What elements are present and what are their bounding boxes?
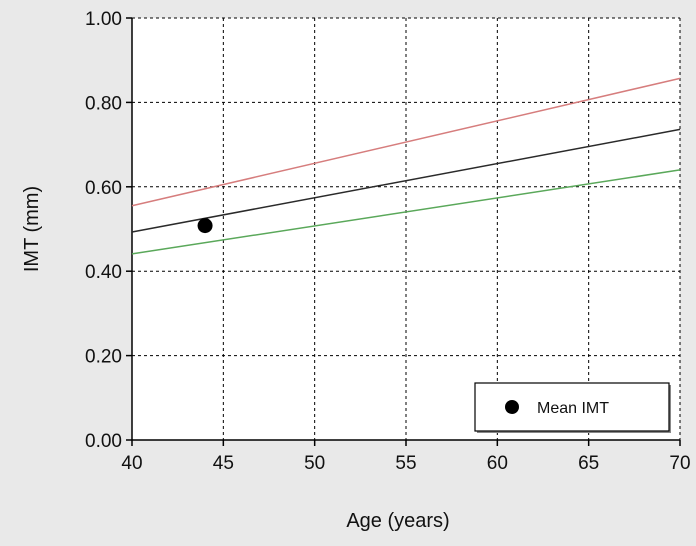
- series-line-1: [131, 128, 681, 233]
- x-tick-label: 60: [487, 453, 508, 474]
- x-tick-label: 70: [669, 453, 690, 474]
- x-tick-label: 50: [304, 453, 325, 474]
- legend-label: Mean IMT: [537, 400, 609, 417]
- y-tick-label: 0.60: [85, 178, 122, 199]
- y-tick-label: 0.40: [85, 262, 122, 283]
- series-line-2: [131, 169, 681, 255]
- y-tick-label: 0.80: [85, 93, 122, 114]
- y-tick-label: 0.20: [85, 347, 122, 368]
- y-axis-title: IMT (mm): [21, 186, 43, 272]
- x-tick-label: 40: [121, 453, 142, 474]
- x-axis-title: Age (years): [346, 510, 449, 532]
- x-tick-label: 45: [213, 453, 234, 474]
- y-tick-label: 1.00: [85, 9, 122, 30]
- x-tick-label: 55: [395, 453, 416, 474]
- y-tick-label: 0.00: [85, 431, 122, 452]
- x-tick-label: 65: [578, 453, 599, 474]
- mean-imt-point: [197, 218, 213, 234]
- legend-marker-mean-imt: [505, 400, 519, 414]
- series-line-0: [131, 77, 681, 207]
